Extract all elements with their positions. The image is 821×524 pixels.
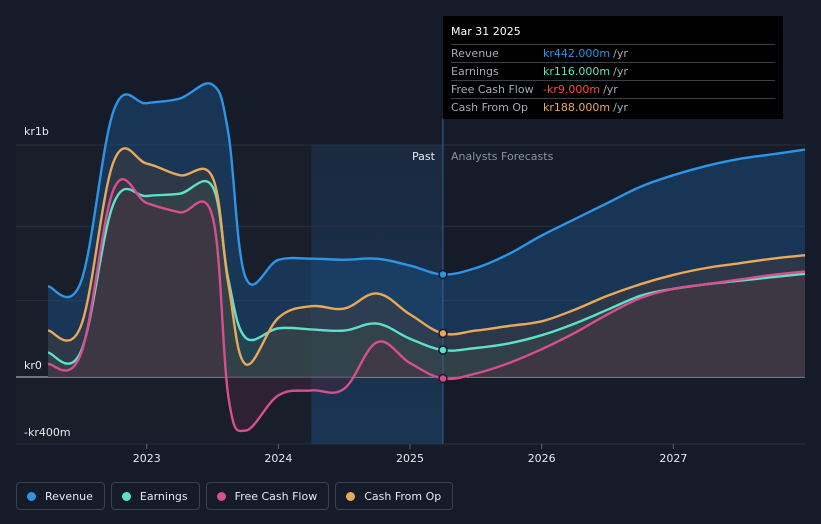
tooltip-row-revenue: Revenue kr442.000m /yr (451, 44, 775, 62)
legend-item-earnings[interactable]: Earnings (110, 482, 200, 510)
tooltip-row-free-cash-flow: Free Cash Flow -kr9.000m /yr (451, 80, 775, 98)
tooltip-value: -kr9.000m (543, 83, 601, 96)
tooltip-value: kr188.000m (543, 101, 611, 114)
tooltip-unit: /yr (613, 65, 628, 78)
line-free-cash-flow (47, 178, 806, 433)
legend-item-cash-from-op[interactable]: Cash From Op (335, 482, 454, 510)
tooltip: Mar 31 2025 Revenue kr442.000m /yr Earni… (443, 16, 783, 119)
tooltip-date: Mar 31 2025 (451, 25, 521, 38)
y-label-bottom: -kr400m (24, 426, 71, 439)
tooltip-name: Earnings (451, 65, 499, 78)
legend-dot-icon (346, 491, 356, 501)
x-tick-label: 2026 (528, 452, 556, 465)
point-revenue (438, 269, 448, 280)
legend-dot-icon (216, 491, 226, 501)
x-tick-label: 2027 (659, 452, 687, 465)
tooltip-unit: /yr (603, 83, 618, 96)
legend-label: Earnings (139, 489, 188, 503)
legend-item-revenue[interactable]: Revenue (16, 482, 105, 510)
legend-dot-icon (121, 491, 131, 501)
tooltip-unit: /yr (613, 47, 628, 60)
tooltip-value: kr442.000m (543, 47, 611, 60)
tooltip-unit: /yr (613, 101, 628, 114)
chart: kr1b kr0 -kr400m Past Analysts Forecasts… (16, 82, 806, 465)
forecast-label: Analysts Forecasts (451, 150, 554, 163)
legend-label: Revenue (45, 489, 93, 503)
tooltip-name: Cash From Op (451, 101, 529, 114)
area-revenue (48, 83, 805, 377)
legend-label: Cash From Op (364, 489, 442, 503)
x-tick-label: 2024 (264, 452, 292, 465)
legend-label: Free Cash Flow (234, 489, 318, 503)
tooltip-name: Revenue (451, 47, 499, 60)
point-cash-from-op (438, 328, 448, 339)
tooltip-row-cash-from-op: Cash From Op kr188.000m /yr (451, 98, 775, 116)
area-free-cash-flow (48, 179, 805, 431)
y-label-zero: kr0 (24, 359, 42, 372)
tooltip-value: kr116.000m (543, 65, 611, 78)
legend-dot-icon (27, 491, 36, 501)
tooltip-name: Free Cash Flow (451, 83, 534, 96)
tooltip-row-earnings: Earnings kr116.000m /yr (451, 62, 775, 80)
area-cash-from-op (48, 148, 805, 377)
past-label: Past (412, 150, 436, 163)
point-earnings (438, 345, 448, 355)
x-tick-label: 2025 (396, 452, 424, 465)
point-free-cash-flow (438, 373, 448, 384)
x-tick-label: 2023 (133, 452, 161, 465)
legend: Revenue Earnings Free Cash Flow Cash Fro… (16, 482, 459, 512)
line-cash-from-op (47, 147, 806, 366)
area-earnings (48, 181, 805, 377)
legend-item-free-cash-flow[interactable]: Free Cash Flow (205, 482, 330, 510)
y-label-top: kr1b (24, 125, 49, 138)
line-revenue (47, 82, 806, 299)
